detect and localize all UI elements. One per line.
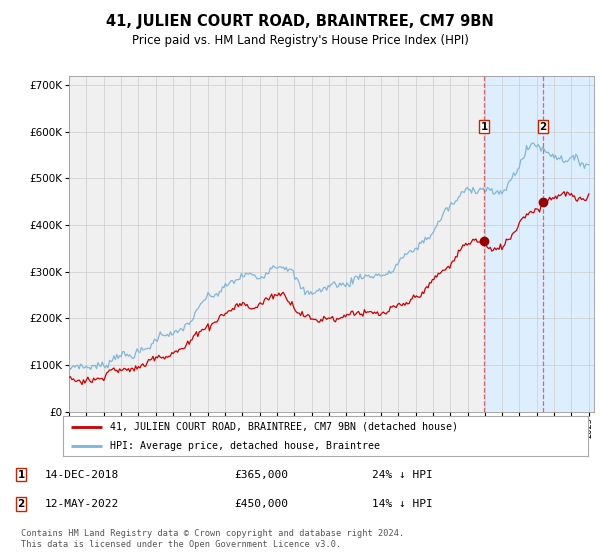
Bar xyxy=(484,76,594,412)
Text: 41, JULIEN COURT ROAD, BRAINTREE, CM7 9BN (detached house): 41, JULIEN COURT ROAD, BRAINTREE, CM7 9B… xyxy=(110,422,458,432)
Text: 1: 1 xyxy=(481,122,488,132)
Text: 24% ↓ HPI: 24% ↓ HPI xyxy=(372,470,433,480)
Text: £365,000: £365,000 xyxy=(234,470,288,480)
Text: 41, JULIEN COURT ROAD, BRAINTREE, CM7 9BN: 41, JULIEN COURT ROAD, BRAINTREE, CM7 9B… xyxy=(106,14,494,29)
Text: Contains HM Land Registry data © Crown copyright and database right 2024.
This d: Contains HM Land Registry data © Crown c… xyxy=(21,529,404,549)
Text: 12-MAY-2022: 12-MAY-2022 xyxy=(45,499,119,509)
Text: 14-DEC-2018: 14-DEC-2018 xyxy=(45,470,119,480)
Text: HPI: Average price, detached house, Braintree: HPI: Average price, detached house, Brai… xyxy=(110,441,380,450)
Text: Price paid vs. HM Land Registry's House Price Index (HPI): Price paid vs. HM Land Registry's House … xyxy=(131,34,469,46)
Text: 1: 1 xyxy=(17,470,25,480)
Text: 14% ↓ HPI: 14% ↓ HPI xyxy=(372,499,433,509)
Text: 2: 2 xyxy=(17,499,25,509)
Text: 2: 2 xyxy=(539,122,547,132)
Text: £450,000: £450,000 xyxy=(234,499,288,509)
